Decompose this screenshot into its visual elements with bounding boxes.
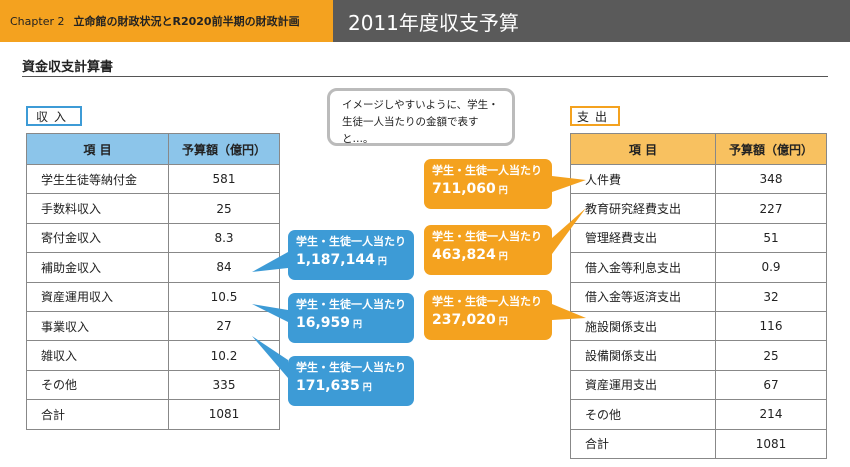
callout-amount: 237,020 [432, 312, 496, 328]
table-row: 補助金収入 84 [26, 252, 280, 283]
callout-label: 学生・生徒一人当たり [432, 230, 542, 243]
row-value: 10.5 [168, 281, 280, 312]
table-row: 手数料収入 25 [26, 193, 280, 224]
table-row: 管理経費支出 51 [570, 222, 827, 254]
callout-facility-per-student: 学生・生徒一人当たり 237,020 円 [424, 290, 552, 340]
callout-education-per-student: 学生・生徒一人当たり 463,824 円 [424, 225, 552, 275]
callout-personnel-per-student: 学生・生徒一人当たり 711,060 円 [424, 159, 552, 209]
table-row: 合計 1081 [26, 399, 280, 430]
callout-label: 学生・生徒一人当たり [296, 298, 406, 311]
callout-unit: 円 [353, 320, 363, 330]
row-item: 資産運用支出 [570, 369, 716, 401]
chapter-subtitle: 立命館の財政状況とR2020前半期の財政計画 [73, 15, 300, 28]
row-item: 寄付金収入 [26, 222, 169, 254]
orange-pointer-facility [552, 304, 586, 320]
table-row: 借入金等利息支出 0.9 [570, 252, 827, 283]
section-divider [22, 76, 828, 77]
row-value: 32 [715, 281, 827, 312]
callout-amount: 1,187,144 [296, 252, 375, 268]
income-header-row: 項 目 予算額（億円） [26, 133, 280, 165]
row-item: 管理経費支出 [570, 222, 716, 254]
callout-label: 学生・生徒一人当たり [296, 361, 406, 374]
callout-unit: 円 [498, 252, 508, 262]
row-value: 581 [168, 163, 280, 195]
callout-unit: 円 [498, 186, 508, 196]
callout-amount: 171,635 [296, 378, 360, 394]
orange-pointer-personnel [552, 176, 586, 192]
blue-pointer-business [252, 336, 288, 378]
callout-amount: 711,060 [432, 181, 496, 197]
callout-label: 学生・生徒一人当たり [296, 235, 406, 248]
table-row: その他 214 [570, 399, 827, 430]
table-row: 学生生徒等納付金 581 [26, 163, 280, 195]
row-item: その他 [26, 369, 169, 401]
chapter-header: Chapter 2 立命館の財政状況とR2020前半期の財政計画 [0, 0, 333, 42]
callout-amount: 463,824 [432, 247, 496, 263]
expense-header-row: 項 目 予算額（億円） [570, 133, 827, 165]
callout-subsidy-per-student: 学生・生徒一人当たり 1,187,144 円 [288, 230, 414, 280]
row-item: 設備関係支出 [570, 340, 716, 371]
callout-investment-per-student: 学生・生徒一人当たり 16,959 円 [288, 293, 414, 343]
row-value: 214 [715, 399, 827, 430]
row-item: 借入金等返済支出 [570, 281, 716, 312]
table-row: 施設関係支出 116 [570, 310, 827, 342]
chapter-label: Chapter 2 [10, 14, 65, 28]
row-value: 25 [715, 340, 827, 371]
table-row: 借入金等返済支出 32 [570, 281, 827, 312]
income-col-item: 項 目 [26, 133, 169, 165]
expense-tag: 支出 [570, 106, 620, 126]
table-row: その他 335 [26, 369, 280, 401]
row-value: 335 [168, 369, 280, 401]
expense-table: 項 目 予算額（億円） 人件費 348 教育研究経費支出 227 管理経費支出 51 … [570, 133, 827, 459]
row-item: 合計 [26, 399, 169, 430]
row-value: 25 [168, 193, 280, 224]
row-value: 1081 [715, 428, 827, 459]
row-value: 51 [715, 222, 827, 254]
table-row: 設備関係支出 25 [570, 340, 827, 371]
row-value: 348 [715, 163, 827, 195]
table-row: 寄付金収入 8.3 [26, 222, 280, 254]
income-table: 項 目 予算額（億円） 学生生徒等納付金 581 手数料収入 25 寄付金収入 8.3… [26, 133, 280, 430]
income-col-amount: 予算額（億円） [168, 133, 280, 165]
table-row: 合計 1081 [570, 428, 827, 459]
blue-pointer-investment [252, 304, 288, 322]
callout-amount: 16,959 [296, 315, 351, 331]
table-row: 資産運用収入 10.5 [26, 281, 280, 312]
page-title: 2011年度収支予算 [333, 0, 850, 42]
row-item: 資産運用収入 [26, 281, 169, 312]
callout-unit: 円 [362, 383, 372, 393]
callout-business-per-student: 学生・生徒一人当たり 171,635 円 [288, 356, 414, 406]
row-item: 施設関係支出 [570, 310, 716, 342]
row-item: 手数料収入 [26, 193, 169, 224]
callout-label: 学生・生徒一人当たり [432, 295, 542, 308]
table-row: 資産運用支出 67 [570, 369, 827, 401]
table-row: 事業収入 27 [26, 310, 280, 342]
row-value: 1081 [168, 399, 280, 430]
row-item: 合計 [570, 428, 716, 459]
orange-pointer-education [552, 208, 586, 254]
callout-unit: 円 [377, 257, 387, 267]
callout-label: 学生・生徒一人当たり [432, 164, 542, 177]
blue-pointer-subsidy [252, 252, 288, 272]
callout-unit: 円 [498, 317, 508, 327]
income-tag: 収入 [26, 106, 82, 126]
expense-col-amount: 予算額（億円） [715, 133, 827, 165]
row-value: 116 [715, 310, 827, 342]
expense-col-item: 項 目 [570, 133, 716, 165]
row-value: 67 [715, 369, 827, 401]
row-value: 27 [168, 310, 280, 342]
row-value: 0.9 [715, 252, 827, 283]
section-title: 資金収支計算書 [22, 60, 114, 75]
row-item: 事業収入 [26, 310, 169, 342]
row-item: 学生生徒等納付金 [26, 163, 169, 195]
speech-bubble: イメージしやすいように、学生・生徒一人当たりの金額で表すと…。 [327, 88, 515, 146]
